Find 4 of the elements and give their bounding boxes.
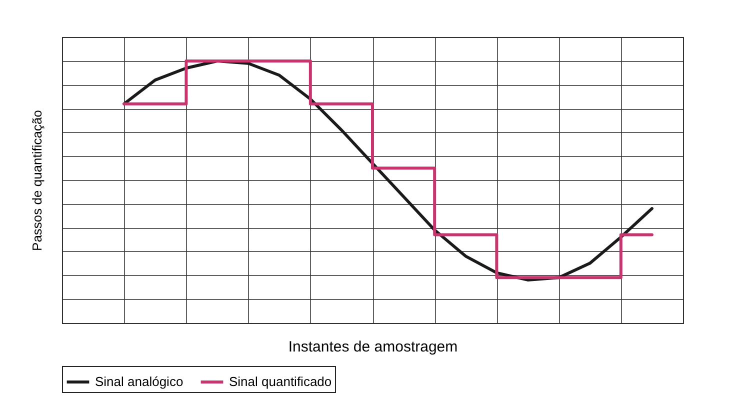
y-axis-title: Passos de quantificação [30,110,44,251]
legend-label: Sinal quantificado [229,374,332,389]
x-axis-title: Instantes de amostragem [288,338,458,356]
legend-label: Sinal analógico [95,374,184,389]
